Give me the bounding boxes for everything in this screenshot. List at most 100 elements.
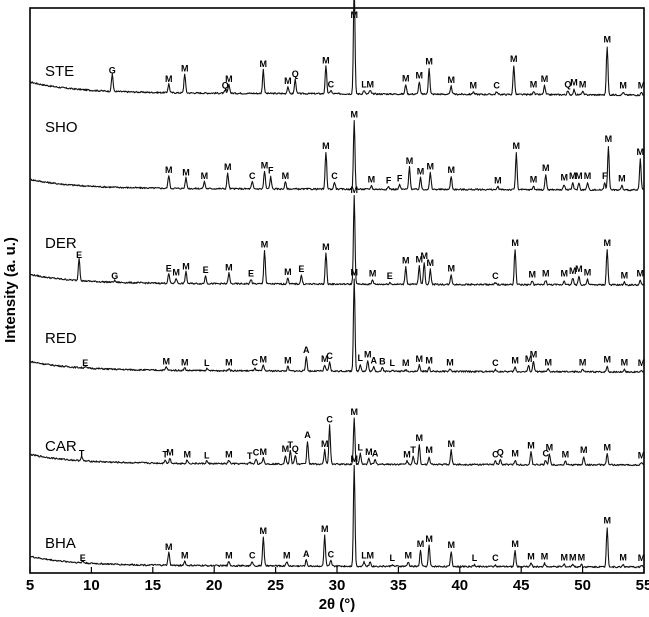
x-tick-label: 50 <box>574 577 591 594</box>
peak-label: M <box>165 165 173 175</box>
peak-label: E <box>166 263 172 273</box>
peak-label: L <box>361 80 367 90</box>
peak-label: M <box>416 71 424 81</box>
peak-label: F <box>268 166 274 176</box>
peak-label: M <box>225 262 233 272</box>
peak-label: M <box>284 267 292 277</box>
x-tick-label: 25 <box>267 577 284 594</box>
peak-label: M <box>560 552 568 562</box>
peak-label: M <box>603 355 611 365</box>
peak-label: M <box>403 450 411 460</box>
peak-label: C <box>492 553 499 563</box>
peak-label: Q <box>497 448 504 458</box>
peak-label: Q <box>292 444 299 454</box>
peak-label: M <box>621 357 629 367</box>
peak-label: M <box>402 255 410 265</box>
peak-label: M <box>425 534 433 544</box>
peak-label: M <box>427 258 435 268</box>
peak-label: M <box>260 526 268 536</box>
series-trace-red <box>30 278 645 374</box>
peak-label: M <box>542 269 550 279</box>
series-label-red: RED <box>45 330 77 347</box>
peak-label: M <box>603 238 611 248</box>
peak-label: T <box>162 450 168 460</box>
peak-label: C <box>328 80 335 90</box>
peak-label: M <box>447 439 455 449</box>
series-trace-car <box>29 417 645 467</box>
peak-label: M <box>420 251 428 261</box>
peak-label: M <box>365 447 373 457</box>
peak-label: A <box>304 430 311 440</box>
peak-label: M <box>282 171 290 181</box>
peak-label: E <box>76 250 82 260</box>
peak-label: M <box>350 109 358 119</box>
peak-label: M <box>530 80 538 90</box>
peak-label: M <box>638 358 646 368</box>
peak-label: M <box>321 439 329 449</box>
peak-label: E <box>387 271 393 281</box>
peak-label: M <box>182 167 190 177</box>
peak-label: M <box>321 524 329 534</box>
peak-label: A <box>371 356 378 366</box>
peak-label: T <box>79 449 85 459</box>
peak-label: M <box>417 167 425 177</box>
peak-label: C <box>492 271 499 281</box>
peak-label: M <box>542 163 550 173</box>
peak-label: E <box>248 269 254 279</box>
peak-label: M <box>511 449 519 459</box>
peak-label: E <box>82 358 88 368</box>
peak-label: M <box>546 442 554 452</box>
peak-label: M <box>201 171 209 181</box>
peak-label: F <box>397 174 403 184</box>
peak-label: C <box>492 450 499 460</box>
peak-label: M <box>183 450 191 460</box>
peak-label: M <box>427 161 435 171</box>
peak-label: M <box>350 10 358 20</box>
peak-label: M <box>603 35 611 45</box>
peak-label: M <box>181 551 189 561</box>
peak-label: M <box>560 173 568 183</box>
peak-label: M <box>416 255 424 265</box>
peak-label: M <box>425 445 433 455</box>
peak-label: M <box>580 445 588 455</box>
peak-label: T <box>247 451 253 461</box>
peak-label: M <box>447 75 455 85</box>
peak-label: M <box>321 354 329 364</box>
peak-label: G <box>109 65 116 75</box>
x-tick-label: 15 <box>144 577 161 594</box>
peak-label: L <box>390 358 396 368</box>
series-label-sho: SHO <box>45 119 78 136</box>
peak-label: M <box>603 515 611 525</box>
peak-label: M <box>621 270 629 280</box>
peak-label: E <box>298 264 304 274</box>
peak-label: E <box>80 553 86 563</box>
peak-label: M <box>637 269 645 279</box>
peak-label: M <box>225 74 233 84</box>
series-label-der: DER <box>45 235 77 252</box>
peak-label: Q <box>564 80 571 90</box>
peak-label: M <box>181 357 189 367</box>
peak-label: M <box>225 551 233 561</box>
peak-label: M <box>569 552 577 562</box>
x-axis-title: 2θ (°) <box>319 596 356 613</box>
peak-label: M <box>282 444 290 454</box>
series-trace-bha <box>29 464 645 569</box>
peak-label: M <box>570 78 578 88</box>
peak-label: M <box>513 141 521 151</box>
peak-label: M <box>637 147 645 157</box>
peak-label: M <box>366 80 374 90</box>
peak-label: C <box>492 358 499 368</box>
series-names: STE SHO DER RED CAR BHA <box>45 63 78 552</box>
peak-label: M <box>560 269 568 279</box>
peak-label: M <box>447 540 455 550</box>
peak-label: M <box>638 80 646 90</box>
peak-label: M <box>447 165 455 175</box>
peak-label: M <box>322 56 330 66</box>
peak-label: A <box>303 345 310 355</box>
peak-label: F <box>386 175 392 185</box>
peak-label: M <box>446 357 454 367</box>
peak-label: M <box>261 160 269 170</box>
peak-label: M <box>368 175 376 185</box>
peak-label: M <box>350 185 358 195</box>
